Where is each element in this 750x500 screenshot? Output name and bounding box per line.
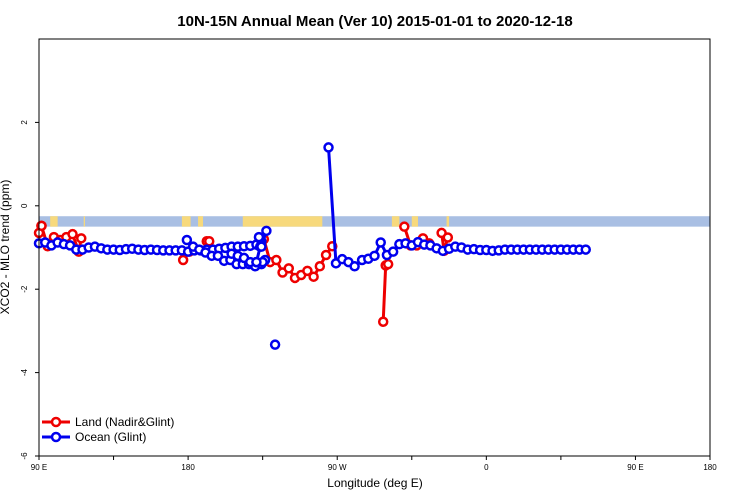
data-point [387, 246, 399, 257]
legend-land-marker [50, 416, 62, 428]
land-mask-region [391, 216, 400, 227]
data-point [580, 244, 591, 255]
data-point [256, 241, 267, 252]
ocean-mask-band [39, 216, 710, 227]
x-tick-label: 90 E [627, 463, 643, 472]
y-tick-label: -2 [20, 285, 29, 293]
series-group [33, 142, 591, 272]
land-mask-region [83, 216, 85, 227]
data-point [314, 261, 326, 272]
y-axis-ticks: -6 -4 -2 0 2 [20, 120, 39, 460]
x-tick-label: 180 [181, 463, 195, 472]
data-point [323, 142, 334, 153]
data-point [399, 221, 410, 232]
data-point [181, 234, 193, 246]
y-tick-label: -6 [20, 452, 29, 460]
land-mask-region [242, 216, 323, 227]
data-point [349, 261, 360, 272]
data-point [308, 271, 319, 282]
data-point [369, 250, 380, 262]
land-mask-region [411, 216, 418, 227]
data-point [251, 256, 262, 268]
y-axis-label: XCO2 - MLO trend (ppm) [0, 180, 12, 315]
series-line [381, 262, 389, 322]
data-point [271, 254, 282, 266]
land-mask-region [198, 216, 204, 227]
x-axis-ticks: 90 E 180 90 W 0 90 E 180 [31, 456, 717, 472]
legend-land-label: Land (Nadir&Glint) [75, 415, 174, 429]
legend-ocean-marker [50, 431, 62, 443]
x-tick-label: 180 [703, 463, 717, 472]
data-point [283, 263, 295, 274]
data-point [253, 231, 265, 243]
y-tick-label: 2 [20, 120, 29, 125]
data-point [67, 228, 78, 240]
y-tick-label: 0 [20, 203, 29, 208]
legend: Land (Nadir&Glint) Ocean (Glint) [42, 415, 174, 444]
data-point [320, 249, 332, 261]
legend-ocean-label: Ocean (Glint) [75, 430, 146, 444]
x-axis-label: Longitude (deg E) [327, 476, 422, 490]
land-mask-region [446, 216, 450, 227]
series-group [33, 220, 454, 327]
data-point [377, 316, 389, 327]
y-tick-label: -4 [20, 368, 29, 376]
data-point [75, 233, 87, 244]
data-point [442, 232, 454, 243]
series-layer [33, 142, 591, 350]
data-point [382, 258, 394, 270]
chart-title: 10N-15N Annual Mean (Ver 10) 2015-01-01 … [177, 13, 572, 30]
x-tick-label: 90 E [31, 463, 47, 472]
data-point [203, 235, 215, 247]
land-mask-region [50, 216, 58, 227]
land-mask-region [181, 216, 191, 227]
outlier-point [269, 339, 281, 350]
land-ocean-mask [39, 216, 710, 227]
x-tick-label: 0 [484, 463, 489, 472]
data-point [261, 225, 272, 237]
data-point [375, 237, 386, 248]
data-point [302, 265, 313, 277]
data-point [177, 254, 189, 266]
plot-frame [38, 38, 711, 457]
x-tick-label: 90 W [328, 463, 347, 472]
